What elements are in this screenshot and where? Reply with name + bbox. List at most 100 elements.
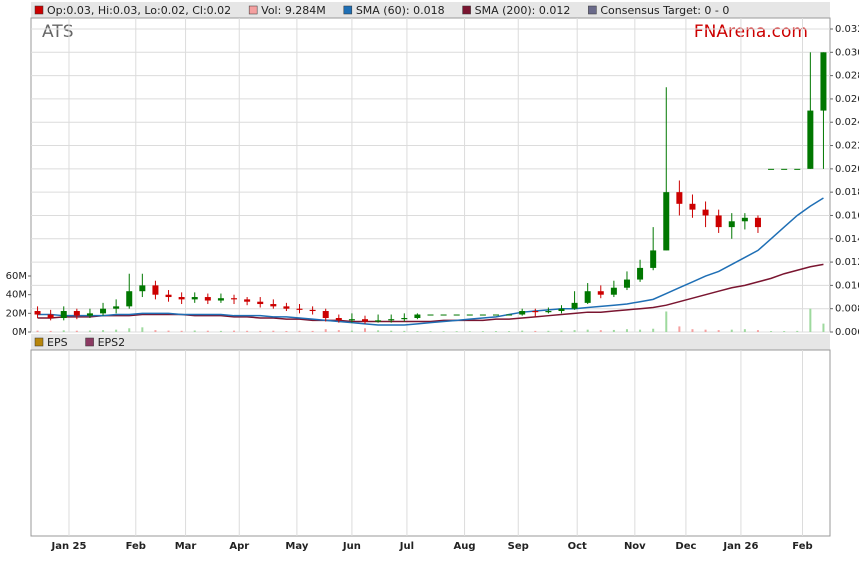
candle-body	[139, 285, 146, 292]
volume-bar	[783, 331, 786, 332]
candle-body	[309, 309, 316, 312]
volume-bar	[560, 330, 563, 332]
volume-bar	[599, 330, 602, 332]
volume-bar	[75, 330, 78, 332]
x-tick-label: Feb	[792, 541, 812, 552]
sma60-line	[37, 197, 824, 326]
volume-bar	[36, 330, 39, 332]
volume-bar	[102, 330, 105, 332]
candle-body	[702, 209, 709, 216]
candle-body	[676, 192, 683, 204]
legend-label: EPS2	[98, 336, 126, 349]
volume-bar	[88, 330, 91, 332]
sma200-line	[37, 263, 824, 323]
candle-body	[178, 297, 185, 300]
volume-bar	[756, 330, 759, 332]
legend-label: SMA (200): 0.012	[475, 4, 571, 17]
volume-bar	[770, 331, 773, 332]
legend-bar	[31, 2, 830, 18]
volume-bar	[167, 330, 170, 332]
x-tick-label: Oct	[568, 541, 587, 552]
candle-body	[217, 298, 224, 301]
candle-body	[519, 311, 526, 315]
volume-bar	[691, 329, 694, 332]
y2-tick-label: 0M	[12, 327, 27, 338]
candle-body	[34, 311, 41, 315]
candle-body	[768, 168, 775, 170]
x-tick-label: Jan 26	[722, 541, 758, 552]
candle-body	[532, 311, 539, 313]
candle-body	[322, 311, 329, 319]
brand: FNArena.com	[694, 22, 808, 42]
volume-bar	[337, 330, 340, 332]
volume-bar	[612, 329, 615, 332]
y-tick-label: 0.012	[835, 257, 859, 268]
volume-bar	[219, 330, 222, 332]
x-tick-label: Dec	[675, 541, 696, 552]
volume-bar	[285, 330, 288, 332]
candle-body	[86, 313, 93, 316]
candle-body	[231, 298, 238, 300]
candle-body	[113, 306, 120, 309]
candle-body	[597, 291, 604, 295]
volume-bar	[233, 330, 236, 332]
volume-bar	[455, 331, 458, 332]
candle-body	[283, 306, 290, 309]
lower-legend-bar	[31, 334, 830, 350]
volume-bar	[822, 323, 825, 332]
volume-bar	[481, 331, 484, 332]
volume-bar	[730, 329, 733, 332]
candle-body	[584, 291, 591, 303]
legend-label: EPS	[47, 336, 68, 349]
volume-bar	[573, 330, 576, 332]
candle-body	[466, 314, 473, 316]
x-tick-label: Sep	[508, 541, 529, 552]
volume-bar	[115, 329, 118, 332]
volume-bar	[193, 330, 196, 332]
candle-body	[663, 192, 670, 251]
candle-body	[244, 299, 251, 302]
volume-bar	[350, 330, 353, 332]
volume-bar	[416, 331, 419, 332]
candle-body	[781, 168, 788, 170]
volume-bar	[652, 328, 655, 332]
candle-body	[506, 314, 513, 316]
candle-body	[492, 314, 499, 316]
y-tick-label: 0.006	[835, 327, 859, 338]
volume-bar	[272, 330, 275, 332]
x-tick-label: Mar	[175, 541, 197, 552]
legend-swatch	[588, 5, 597, 15]
candle-body	[728, 221, 735, 228]
volume-bar	[717, 330, 720, 332]
volume-bar	[494, 331, 497, 332]
y-tick-label: 0.032	[835, 24, 859, 35]
candle-body	[610, 287, 617, 295]
candle-body	[453, 314, 460, 316]
candle-body	[388, 319, 395, 321]
volume-bar	[521, 330, 524, 332]
volume-bar	[364, 328, 367, 332]
legend-swatch	[34, 337, 44, 347]
volume-bar	[534, 330, 537, 332]
x-tick-label: Apr	[229, 541, 249, 552]
y-tick-label: 0.024	[835, 117, 859, 128]
y-tick-label: 0.026	[835, 94, 859, 105]
y-tick-label: 0.008	[835, 304, 859, 315]
candle-body	[270, 304, 277, 307]
candle-body	[820, 52, 827, 111]
ticker: ATS	[42, 22, 74, 42]
eps-panel	[30, 349, 831, 537]
x-tick-label: May	[285, 541, 308, 552]
candle-body	[47, 314, 54, 319]
candle-body	[545, 311, 552, 313]
volume-bar	[625, 329, 628, 332]
candle-body	[427, 314, 434, 316]
volume-bar	[246, 330, 249, 332]
legend-label: Consensus Target: 0 - 0	[600, 4, 729, 17]
volume-bar	[324, 329, 327, 332]
volume-bar	[442, 331, 445, 332]
candle-body	[191, 297, 198, 300]
x-tick-label: Feb	[126, 541, 146, 552]
x-tick-label: Jun	[342, 541, 361, 552]
